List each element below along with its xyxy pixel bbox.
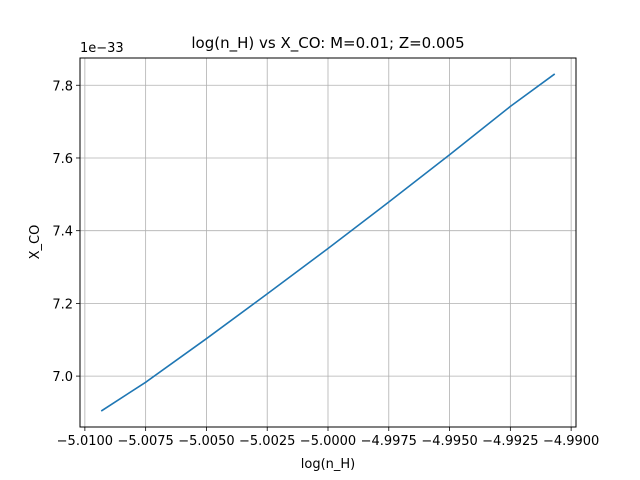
- ticks: −5.0100 −5.0075 −5.0050 −5.0025 −5.0000 −4.99…: [52, 79, 599, 449]
- x-tick-label: −4.9900: [543, 434, 599, 449]
- y-tick-label: 7.0: [52, 370, 73, 385]
- y-offset-label: 1e−33: [80, 41, 124, 56]
- grid: [80, 58, 576, 427]
- x-tick-label: −4.9925: [482, 434, 538, 449]
- series-line: [100, 73, 556, 412]
- x-tick-label: −5.0075: [117, 434, 173, 449]
- series-layer: [100, 73, 556, 412]
- y-tick-label: 7.6: [52, 152, 73, 167]
- x-tick-label: −5.0000: [300, 434, 356, 449]
- x-tick-label: −4.9950: [421, 434, 477, 449]
- x-tick-label: −5.0025: [239, 434, 295, 449]
- y-tick-label: 7.4: [52, 225, 73, 240]
- chart-title: log(n_H) vs X_CO: M=0.01; Z=0.005: [191, 34, 464, 53]
- x-axis-label: log(n_H): [301, 457, 355, 472]
- y-tick-label: 7.2: [52, 297, 73, 312]
- y-tick-label: 7.8: [52, 79, 73, 94]
- x-tick-label: −5.0100: [57, 434, 113, 449]
- x-tick-label: −4.9975: [361, 434, 417, 449]
- x-tick-label: −5.0050: [178, 434, 234, 449]
- y-axis-label: X_CO: [28, 225, 43, 260]
